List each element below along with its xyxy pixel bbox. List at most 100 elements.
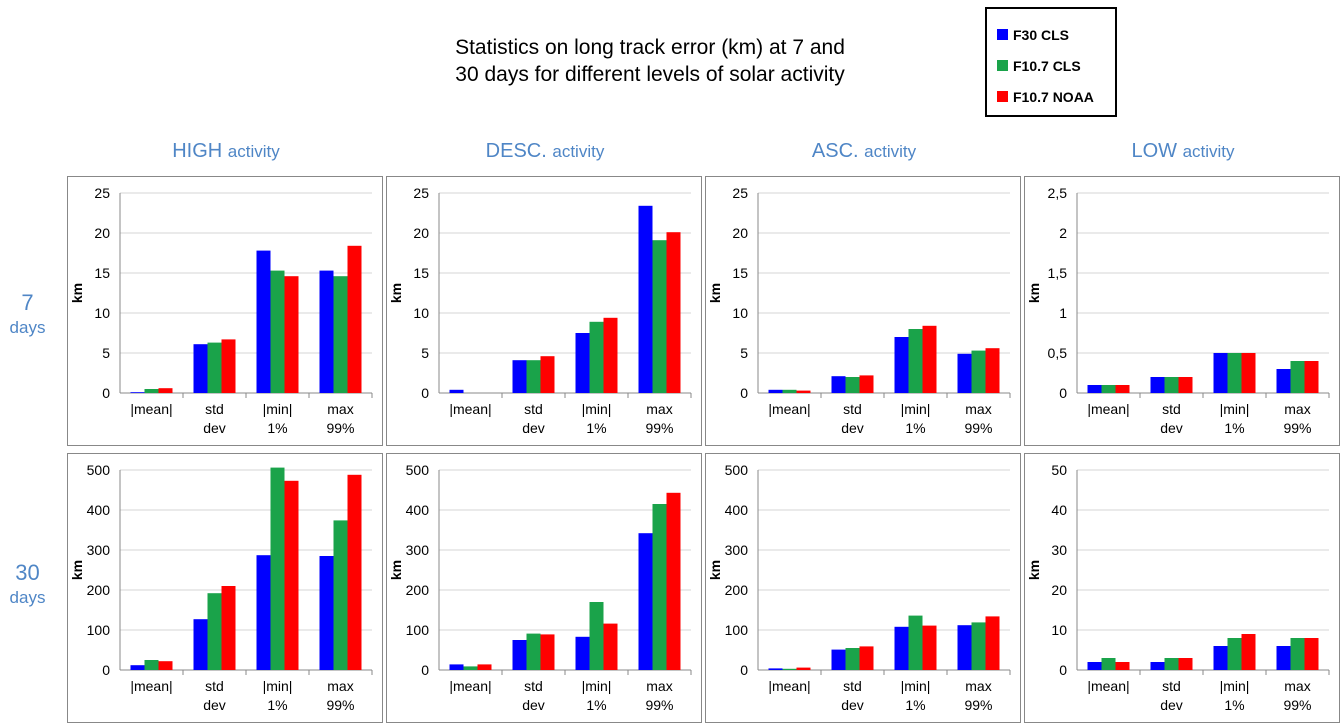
y-tick-label: 2,5 — [1048, 185, 1068, 201]
bar — [144, 389, 159, 393]
y-tick-label: 200 — [725, 582, 749, 598]
x-tick-label: max — [1284, 401, 1310, 417]
bar — [985, 348, 1000, 393]
column-header-asc: ASC. activity — [705, 140, 1023, 163]
bar — [957, 353, 972, 393]
bar — [768, 389, 783, 393]
x-tick-label: dev — [522, 697, 545, 713]
bar — [603, 623, 618, 670]
x-tick-label: 1% — [1224, 420, 1244, 436]
y-tick-label: 25 — [413, 185, 429, 201]
chart-svg: 0 100 200 300 400 500 km |mean| std dev |min| 1% max… — [69, 462, 373, 713]
y-axis-label: km — [707, 560, 723, 580]
y-tick-label: 0 — [102, 385, 110, 401]
bar — [526, 633, 541, 670]
x-tick-label: |mean| — [130, 678, 172, 694]
x-tick-label: 99% — [1283, 420, 1311, 436]
y-tick-label: 200 — [87, 582, 111, 598]
bar — [894, 337, 909, 393]
bar — [575, 333, 590, 393]
x-tick-label: |mean| — [1087, 401, 1129, 417]
x-tick-label: 1% — [905, 697, 925, 713]
bar — [270, 270, 285, 393]
y-tick-label: 0,5 — [1048, 345, 1068, 361]
x-tick-label: dev — [203, 420, 226, 436]
y-tick-label: 100 — [725, 622, 749, 638]
legend-item-f107-noaa: F10.7 NOAA — [997, 81, 1115, 112]
bar — [1241, 353, 1256, 393]
y-tick-label: 500 — [87, 462, 111, 478]
bar — [957, 625, 972, 670]
x-tick-label: 1% — [586, 697, 606, 713]
bar — [922, 325, 937, 393]
x-tick-label: 99% — [964, 420, 992, 436]
x-tick-label: |min| — [263, 678, 293, 694]
y-tick-label: 0 — [421, 385, 429, 401]
y-tick-label: 300 — [87, 542, 111, 558]
column-header-word: ASC. — [811, 140, 859, 162]
bar — [1115, 385, 1130, 393]
y-tick-label: 20 — [413, 225, 429, 241]
bar — [319, 270, 334, 393]
x-tick-label: |min| — [582, 678, 612, 694]
y-tick-label: 25 — [94, 185, 110, 201]
x-tick-label: std — [1162, 678, 1181, 694]
bar — [603, 317, 618, 393]
bar — [347, 245, 362, 393]
x-tick-label: dev — [1160, 420, 1183, 436]
bar — [207, 342, 222, 393]
y-tick-label: 25 — [732, 185, 748, 201]
chart-panel: 0 5 10 15 20 25 km |mean| std dev |min| 1% max 99% — [386, 176, 702, 446]
x-tick-label: |mean| — [768, 401, 810, 417]
y-axis-label: km — [388, 283, 404, 303]
y-tick-label: 400 — [406, 502, 430, 518]
bar — [666, 232, 681, 393]
bar — [256, 555, 271, 670]
x-tick-label: 1% — [267, 420, 287, 436]
legend-label: F10.7 NOAA — [1013, 88, 1094, 105]
bar — [333, 520, 348, 670]
bar — [845, 377, 860, 393]
y-tick-label: 20 — [94, 225, 110, 241]
y-tick-label: 400 — [87, 502, 111, 518]
bar — [859, 375, 874, 393]
bar — [1290, 361, 1305, 393]
x-tick-label: 99% — [326, 420, 354, 436]
x-tick-label: max — [327, 401, 353, 417]
chart-svg: 0 5 10 15 20 25 km |mean| std dev |min| 1% max 99% — [388, 185, 692, 436]
legend-item-f107-cls: F10.7 CLS — [997, 50, 1115, 81]
bar — [193, 619, 208, 670]
legend-swatch — [997, 60, 1008, 71]
x-tick-label: |min| — [901, 678, 931, 694]
bar — [477, 664, 492, 670]
chart-svg: 0 5 10 15 20 25 km |mean| std dev |min| 1% max 99% — [707, 185, 1011, 436]
bar — [1227, 353, 1242, 393]
bar — [782, 389, 797, 393]
column-header-desc: DESC. activity — [386, 140, 704, 163]
y-axis-label: km — [69, 560, 85, 580]
bar — [158, 388, 173, 393]
x-tick-label: |mean| — [130, 401, 172, 417]
x-tick-label: std — [843, 401, 862, 417]
y-tick-label: 15 — [413, 265, 429, 281]
bar — [319, 556, 334, 670]
legend-item-f30-cls: F30 CLS — [997, 19, 1115, 50]
bar — [589, 602, 604, 670]
bar — [512, 640, 527, 670]
bar — [859, 646, 874, 670]
x-tick-label: max — [646, 678, 672, 694]
bar — [1227, 638, 1242, 670]
x-tick-label: max — [327, 678, 353, 694]
column-header-word: LOW — [1131, 140, 1178, 162]
bar — [193, 344, 208, 393]
x-tick-label: std — [843, 678, 862, 694]
bar — [221, 339, 236, 393]
x-tick-label: |min| — [1220, 401, 1250, 417]
bar — [207, 593, 222, 670]
bar — [985, 616, 1000, 670]
chart-svg: 0 0,5 1 1,5 2 2,5 km |mean| std dev |min| 1% max 99% — [1026, 185, 1330, 436]
y-tick-label: 5 — [740, 345, 748, 361]
y-tick-label: 10 — [1051, 622, 1067, 638]
bar — [1276, 646, 1291, 670]
chart-panel: 0 10 20 30 40 50 km |mean| std dev |min| 1% max 99% — [1024, 453, 1340, 723]
